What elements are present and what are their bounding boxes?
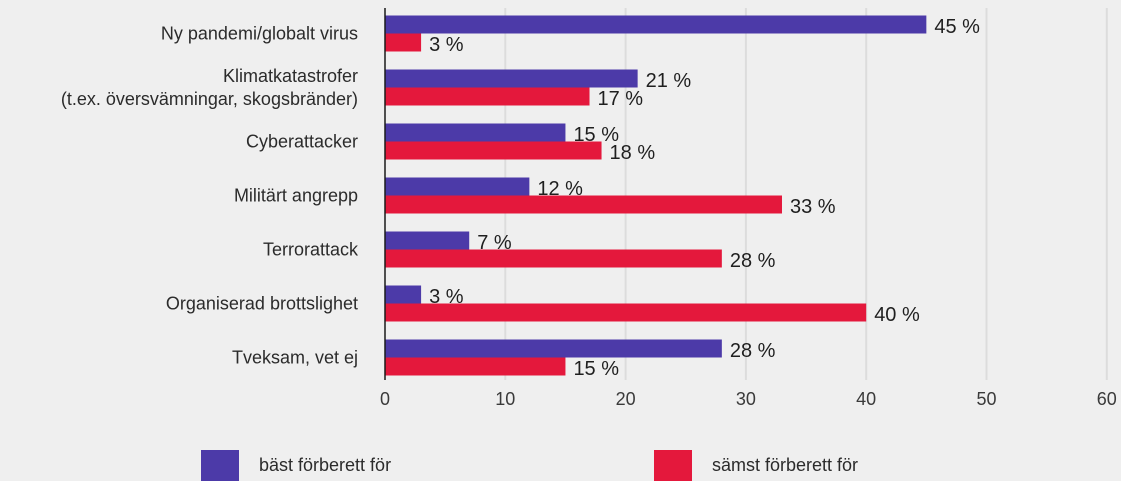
x-tick-label: 60 [1097,389,1117,409]
bar-best [385,123,566,142]
bar-best [385,285,422,304]
x-tick-label: 30 [736,389,756,409]
bar-best [385,69,638,88]
bar-worst [385,303,867,322]
bar-best [385,339,722,358]
category-label-line: Klimatkatastrofer [223,66,358,86]
legend-label-worst: sämst förberett för [712,455,859,475]
value-label-best: 3 % [429,286,464,308]
category-label-line: (t.ex. översvämningar, skogsbränder) [61,89,358,109]
category-label-line: Terrorattack [263,240,359,260]
value-label-best: 21 % [646,70,692,92]
category-label: Tveksam, vet ej [232,348,358,368]
legend-swatch-best [201,450,239,481]
x-tick-label: 50 [976,389,996,409]
value-label-best: 7 % [477,232,512,254]
x-tick-label: 20 [616,389,636,409]
category-label-line: Militärt angrepp [234,186,358,206]
category-label: Organiserad brottslighet [166,294,358,314]
value-label-worst: 15 % [573,358,619,380]
value-label-best: 12 % [537,178,583,200]
category-label: Ny pandemi/globalt virus [161,24,358,44]
category-label: Militärt angrepp [234,186,358,206]
bar-worst [385,357,566,376]
x-tick-label: 40 [856,389,876,409]
bar-worst [385,87,590,106]
value-label-best: 45 % [934,16,980,38]
category-label-line: Cyberattacker [246,132,358,152]
legend-item-worst: sämst förberett för [654,450,858,481]
value-label-worst: 40 % [874,304,920,326]
value-label-worst: 17 % [598,88,644,110]
category-label: Terrorattack [263,240,359,260]
legend-swatch-worst [654,450,692,481]
bar-best [385,15,927,34]
category-label: Cyberattacker [246,132,358,152]
x-tick-label: 10 [495,389,515,409]
bar-worst [385,33,422,52]
category-label: Klimatkatastrofer (t.ex. översvämningar, … [61,66,358,109]
value-label-worst: 33 % [790,196,836,218]
x-tick-label: 0 [380,389,390,409]
legend-label-best: bäst förberett för [259,455,392,475]
bar-worst [385,195,782,214]
value-label-worst: 3 % [429,34,464,56]
bar-worst [385,141,602,160]
bar-best [385,177,530,196]
category-label-line: Ny pandemi/globalt virus [161,24,358,44]
category-label-line: Organiserad brottslighet [166,294,358,314]
legend-item-best: bäst förberett för [201,450,391,481]
category-label-line: Tveksam, vet ej [232,348,358,368]
value-label-worst: 28 % [730,250,776,272]
bar-best [385,231,470,250]
bar-worst [385,249,722,268]
value-label-worst: 18 % [610,142,656,164]
value-label-best: 15 % [573,124,619,146]
value-label-best: 28 % [730,340,776,362]
